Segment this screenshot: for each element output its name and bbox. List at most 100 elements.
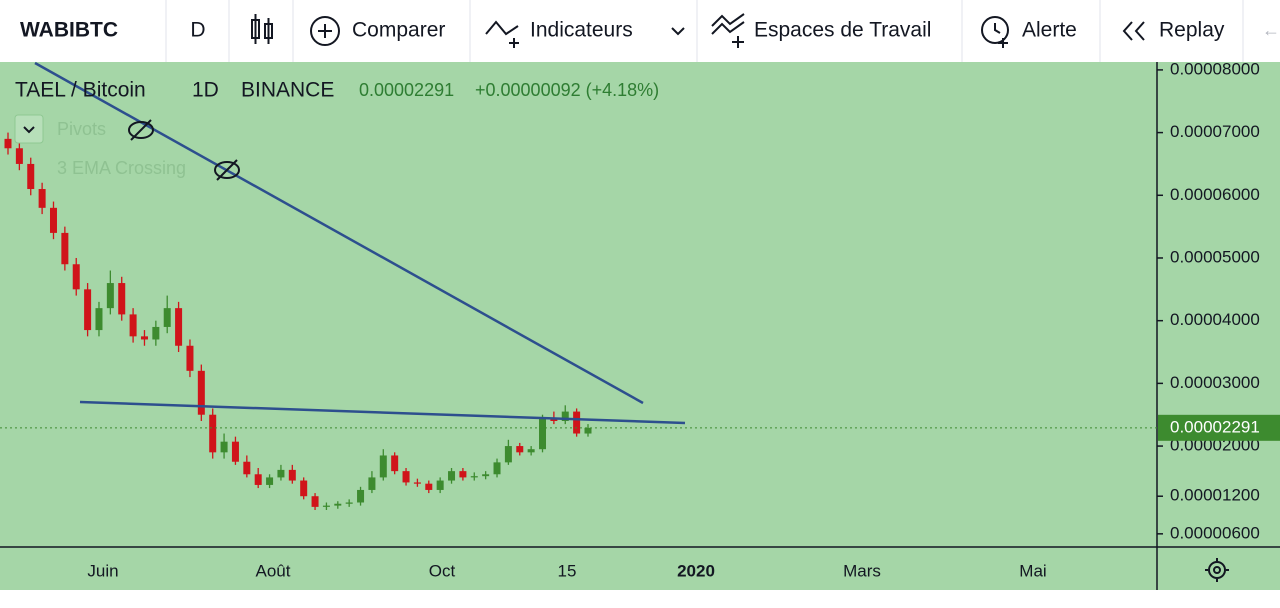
indicators-icon[interactable]: [485, 20, 519, 48]
y-tick-label: 0.00004000: [1170, 310, 1260, 329]
legend-price: 0.00002291: [359, 80, 454, 100]
candle-body: [482, 474, 490, 477]
candle-body: [220, 441, 228, 453]
candle-body: [345, 502, 353, 504]
dropdown-caret[interactable]: [671, 27, 685, 36]
alert-button[interactable]: Alerte: [1022, 19, 1077, 42]
candle-body: [152, 326, 160, 340]
candle-body: [322, 505, 330, 507]
candle-body: [186, 345, 194, 371]
candle-body: [311, 496, 319, 507]
alert-icon[interactable]: [981, 16, 1009, 48]
candle-body: [4, 138, 12, 149]
toolbar: [0, 0, 1280, 62]
candle-body: [470, 476, 478, 478]
x-tick-label: Mai: [1019, 561, 1046, 580]
y-tick-label: 0.00001200: [1170, 486, 1260, 505]
candle-body: [163, 308, 171, 327]
y-tick-label: 0.00000600: [1170, 523, 1260, 542]
candle-body: [61, 232, 69, 265]
candle-body: [15, 148, 23, 164]
candle-body: [379, 455, 387, 478]
candle-body: [504, 446, 512, 463]
candle-body: [243, 461, 251, 475]
toolbar-dividers: [165, 0, 1244, 62]
y-tick-label: 0.00003000: [1170, 373, 1260, 392]
compare-icon[interactable]: [310, 16, 340, 46]
candle-body: [72, 264, 80, 290]
workspaces-button[interactable]: Espaces de Travail: [754, 19, 931, 42]
candle-body: [368, 477, 376, 490]
x-tick-label: Juin: [87, 561, 118, 580]
legend-name: TAEL / Bitcoin: [15, 79, 146, 102]
candle-body: [413, 482, 421, 484]
legend-exchange: BINANCE: [241, 79, 334, 102]
indicators-button[interactable]: Indicateurs: [530, 19, 633, 42]
collapse-button[interactable]: [14, 114, 44, 144]
settings-icon[interactable]: [1205, 558, 1229, 582]
interval-button[interactable]: D: [190, 19, 205, 42]
candle-body: [254, 474, 262, 485]
trend-line[interactable]: [79, 400, 686, 425]
candle-body: [209, 414, 217, 453]
legend-interval: 1D: [192, 79, 219, 102]
candle-body: [584, 427, 592, 434]
compare-button[interactable]: Comparer: [352, 19, 445, 42]
candle-body: [436, 480, 444, 490]
x-tick-label: Oct: [429, 561, 456, 580]
candle-body: [95, 308, 103, 331]
candle-body: [402, 471, 410, 483]
candle-body: [425, 483, 433, 490]
candle-body: [277, 469, 285, 478]
hidden-icon[interactable]: [214, 159, 240, 181]
candle-body: [516, 446, 524, 453]
candle-body: [539, 417, 547, 450]
chart-background: [0, 62, 1280, 590]
candle-body: [118, 283, 126, 315]
indicator-name[interactable]: Pivots: [57, 119, 106, 139]
hidden-icon[interactable]: [128, 119, 154, 141]
symbol[interactable]: WABIBTC: [20, 19, 118, 42]
trend-line[interactable]: [34, 61, 644, 405]
y-tick-label: 0.00005000: [1170, 247, 1260, 266]
undo-icon[interactable]: ←: [1262, 20, 1280, 40]
x-tick-label: Mars: [843, 561, 881, 580]
candle-body: [459, 471, 467, 478]
candle-body: [391, 455, 399, 472]
y-tick-label: 0.00007000: [1170, 122, 1260, 141]
candle-body: [49, 207, 57, 233]
candle-body: [357, 489, 365, 503]
candle-body: [27, 163, 35, 190]
last-price-label: 0.00002291: [1170, 417, 1260, 436]
candle-body: [231, 441, 239, 462]
candle-body: [288, 469, 296, 481]
indicator-name[interactable]: 3 EMA Crossing: [57, 158, 186, 178]
candle-body: [266, 477, 274, 485]
candle-body: [334, 503, 342, 506]
y-tick-label: 0.00008000: [1170, 59, 1260, 78]
last-price-badge: [1158, 414, 1280, 441]
candle-body: [493, 462, 501, 475]
candle-body: [84, 289, 92, 331]
candle-body: [448, 471, 456, 481]
legend-change: +0.00000092 (+4.18%): [475, 80, 659, 100]
x-tick-label: 2020: [677, 561, 715, 580]
plot-area: [4, 132, 592, 511]
candle-type-icon[interactable]: [251, 14, 273, 44]
candle-body: [573, 411, 581, 434]
x-tick-label: 15: [558, 561, 577, 580]
replay-button[interactable]: Replay: [1159, 19, 1225, 42]
candle-body: [300, 480, 308, 497]
candle-body: [106, 283, 114, 309]
candle-body: [38, 189, 46, 208]
collapse-caret[interactable]: [23, 126, 35, 134]
candle-body: [140, 336, 148, 340]
workspaces-icon[interactable]: [711, 13, 745, 48]
y-tick-label: 0.00006000: [1170, 185, 1260, 204]
candle-body: [129, 314, 137, 337]
candle-body: [527, 449, 535, 453]
replay-icon[interactable]: [1122, 21, 1145, 41]
candle-body: [175, 308, 183, 346]
x-tick-label: Août: [256, 561, 291, 580]
